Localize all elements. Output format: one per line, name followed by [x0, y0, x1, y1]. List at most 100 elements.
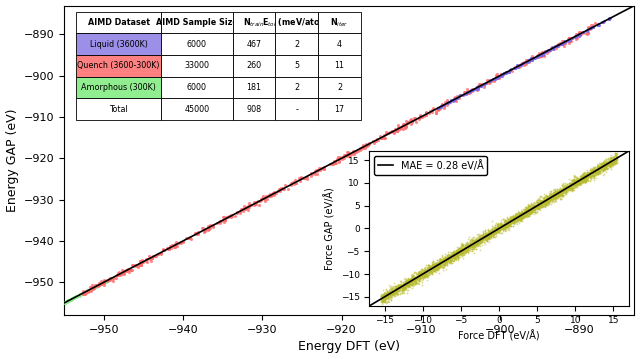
Point — [87, 283, 97, 288]
Point — [127, 262, 137, 268]
Point — [87, 285, 97, 291]
Point — [375, 134, 385, 139]
Point — [63, 298, 73, 304]
Point — [353, 147, 363, 153]
Point — [394, 125, 404, 130]
Point — [260, 196, 270, 202]
Point — [533, 52, 543, 58]
Point — [440, 99, 450, 104]
Point — [427, 109, 437, 115]
Point — [291, 180, 301, 186]
Point — [524, 58, 534, 64]
Point — [137, 258, 147, 264]
Point — [465, 89, 475, 94]
Point — [490, 76, 500, 81]
Point — [86, 286, 96, 292]
Point — [498, 71, 508, 77]
Point — [118, 268, 129, 274]
Point — [453, 95, 463, 101]
Point — [548, 45, 558, 51]
Point — [184, 235, 194, 241]
Point — [437, 103, 447, 109]
Point — [119, 269, 129, 274]
Point — [566, 35, 577, 41]
Point — [277, 186, 287, 191]
Point — [564, 35, 574, 41]
Point — [94, 282, 104, 288]
Point — [99, 278, 109, 284]
Point — [421, 109, 431, 115]
Point — [105, 275, 115, 281]
Point — [254, 202, 264, 208]
Point — [476, 83, 486, 88]
Point — [394, 125, 404, 131]
Point — [106, 275, 116, 281]
Point — [537, 50, 547, 56]
Point — [312, 168, 322, 174]
Point — [99, 277, 109, 283]
Point — [570, 34, 580, 39]
Point — [146, 258, 156, 264]
Point — [88, 285, 99, 290]
Point — [527, 53, 537, 59]
Point — [435, 104, 445, 110]
Point — [68, 295, 78, 301]
Point — [492, 75, 502, 81]
Point — [289, 181, 299, 187]
Point — [452, 94, 463, 100]
Point — [280, 182, 291, 188]
Point — [269, 192, 279, 198]
Point — [442, 102, 452, 108]
Point — [118, 270, 129, 276]
Point — [563, 39, 573, 45]
Point — [535, 52, 545, 58]
Point — [158, 246, 168, 252]
Point — [484, 80, 494, 86]
Point — [349, 150, 359, 156]
Point — [497, 71, 508, 77]
Point — [385, 129, 395, 135]
Point — [526, 55, 536, 61]
X-axis label: Energy DFT (eV): Energy DFT (eV) — [298, 340, 401, 354]
Point — [380, 134, 390, 140]
Point — [94, 282, 104, 288]
Point — [481, 80, 492, 86]
Point — [80, 289, 90, 295]
Point — [559, 40, 570, 46]
Point — [200, 227, 210, 233]
Point — [262, 194, 273, 199]
Point — [61, 299, 71, 305]
Point — [259, 196, 269, 202]
Point — [63, 297, 73, 303]
Point — [505, 67, 515, 73]
Point — [117, 267, 127, 273]
Point — [552, 43, 563, 48]
Point — [358, 142, 368, 148]
Point — [534, 52, 544, 58]
Point — [81, 289, 92, 294]
Point — [343, 150, 353, 155]
Point — [439, 105, 449, 111]
Point — [298, 175, 308, 181]
Point — [94, 282, 104, 288]
Point — [534, 51, 545, 57]
Point — [588, 22, 598, 28]
Point — [287, 180, 298, 185]
Point — [255, 199, 265, 204]
Point — [300, 175, 310, 181]
Point — [369, 140, 379, 146]
Point — [81, 289, 92, 294]
Point — [88, 286, 98, 292]
Point — [101, 279, 111, 284]
Point — [564, 38, 575, 43]
Point — [519, 62, 529, 68]
Point — [74, 293, 84, 299]
Point — [264, 192, 274, 198]
Point — [94, 282, 104, 288]
Point — [67, 296, 77, 302]
Point — [409, 115, 419, 121]
Point — [244, 204, 255, 210]
Point — [75, 292, 85, 298]
Point — [68, 295, 79, 300]
Point — [241, 205, 252, 211]
